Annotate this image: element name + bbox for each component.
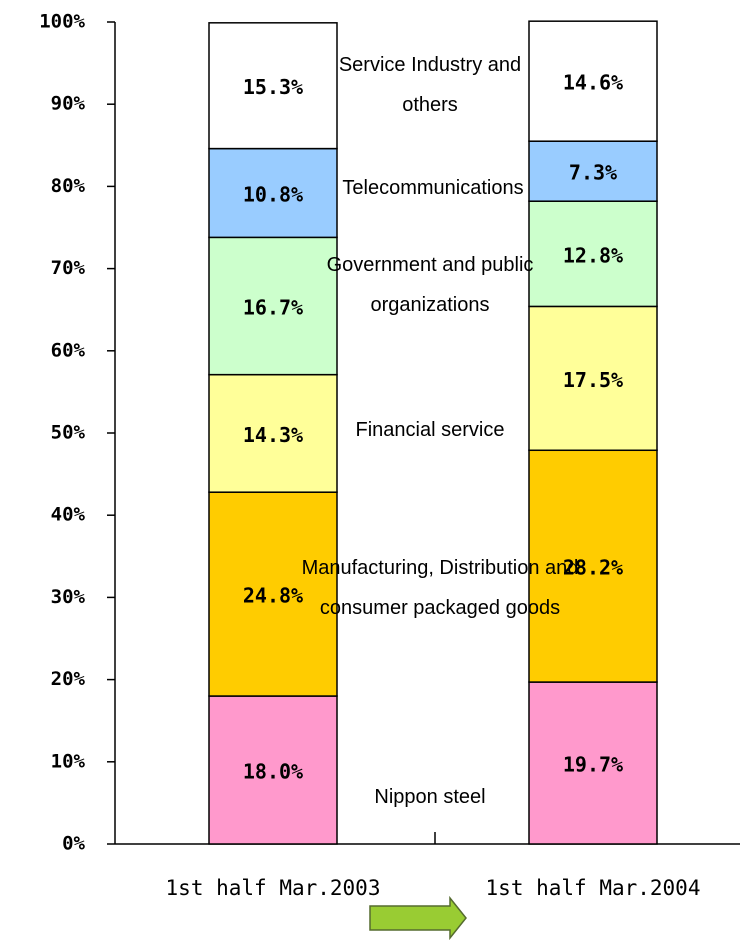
data-label: 14.6%	[563, 71, 623, 95]
data-label: 15.3%	[243, 75, 303, 99]
bar-segment	[208, 491, 338, 697]
bar-segment	[208, 22, 338, 150]
bar-segment	[528, 305, 658, 452]
bar-segment	[528, 20, 658, 142]
series-label: Financial service	[355, 419, 505, 441]
data-label: 17.5%	[563, 368, 623, 392]
y-tick-label: 90%	[51, 93, 86, 115]
series-label: Manufacturing, Distribution and consumer…	[301, 557, 579, 619]
y-tick-label: 10%	[51, 750, 86, 772]
y-tick-label: 40%	[51, 504, 86, 526]
bar-segment	[528, 681, 658, 845]
data-label: 16.7%	[243, 296, 303, 320]
x-tick-label: 1st half Mar.2003	[166, 876, 381, 900]
series-label: Government and public organizations	[326, 254, 534, 316]
bar-segment	[208, 236, 338, 376]
data-label: 12.8%	[563, 243, 623, 267]
y-tick-label: 30%	[51, 586, 86, 608]
y-tick-label: 0%	[62, 833, 85, 855]
series-label: Service Industry and others	[338, 54, 522, 116]
data-label: 14.3%	[243, 423, 303, 447]
y-tick-label: 100%	[39, 11, 85, 33]
y-tick-label: 60%	[51, 339, 86, 361]
y-tick-label: 50%	[51, 422, 86, 444]
y-tick-label: 20%	[51, 668, 86, 690]
series-label: Nippon steel	[374, 786, 486, 808]
data-label: 24.8%	[243, 584, 303, 608]
data-label: 10.8%	[243, 182, 303, 206]
y-tick-label: 70%	[51, 257, 86, 279]
data-label: 7.3%	[569, 161, 617, 185]
series-label: Telecommunications	[342, 177, 524, 199]
bar-segment	[528, 140, 658, 202]
data-label: 19.7%	[563, 753, 623, 777]
data-label: 18.0%	[243, 760, 303, 784]
arrow	[369, 895, 467, 941]
bar-segment	[528, 449, 658, 683]
bar-segment	[528, 200, 658, 308]
bar-segment	[208, 373, 338, 493]
y-tick-label: 80%	[51, 175, 86, 197]
data-label: 28.2%	[563, 556, 623, 580]
x-tick-label: 1st half Mar.2004	[486, 876, 701, 900]
